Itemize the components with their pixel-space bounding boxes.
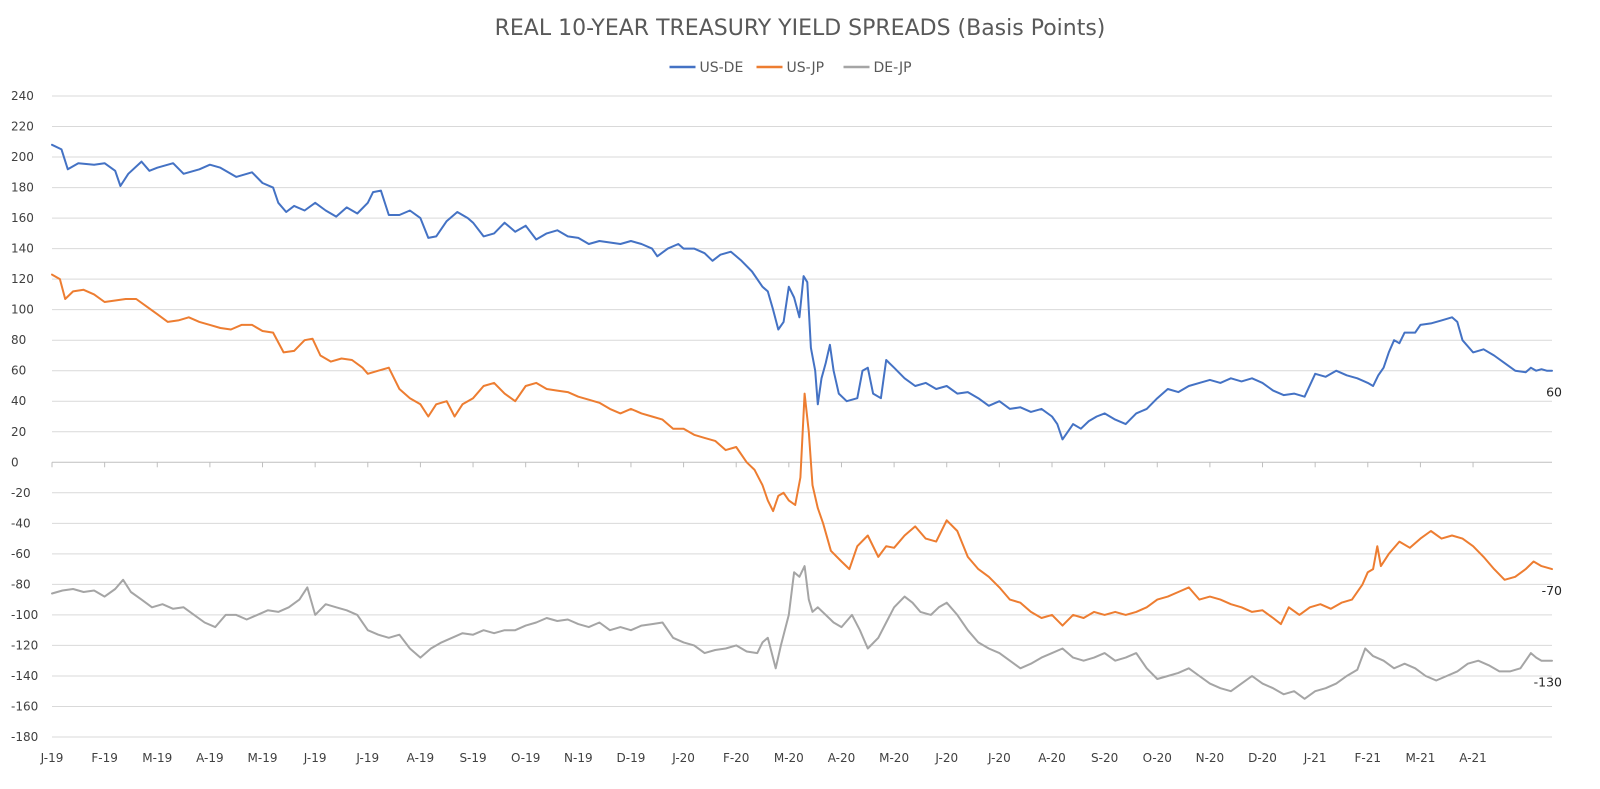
x-tick-label: D-19 [617,751,646,765]
y-tick-label: 220 [11,120,34,134]
x-tick-label: M-20 [879,751,909,765]
y-tick-label: 80 [11,333,26,347]
x-tick-label: M-19 [142,751,172,765]
y-tick-label: -180 [11,730,38,744]
legend-item-de-jp: DE-JP [843,60,912,76]
y-tick-label: -100 [11,608,38,622]
legend-label: US-JP [787,60,825,76]
y-tick-label: 200 [11,150,34,164]
y-tick-label: 120 [11,272,34,286]
y-tick-label: -40 [11,516,31,530]
y-tick-label: 180 [11,181,34,195]
x-tick-label: N-19 [564,751,593,765]
y-axis-ticks: 240220200180160140120100806040200-20-40-… [11,89,38,744]
x-tick-label: M-20 [774,751,804,765]
y-tick-label: 100 [11,303,34,317]
chart-title: REAL 10-YEAR TREASURY YIELD SPREADS (Bas… [495,16,1106,41]
x-tick-label: O-20 [1143,751,1172,765]
gridlines [52,95,1552,738]
x-tick-label: J-19 [355,751,379,765]
x-tick-label: A-21 [1459,751,1487,765]
x-tick-label: F-21 [1355,751,1382,765]
x-axis: J-19 F-19 M-19 A-19 M-19 J-19 J-19 A-19 S-19 O-19… [40,462,1487,765]
y-tick-label: 240 [11,89,34,103]
y-tick-label: -20 [11,486,31,500]
x-tick-label: A-20 [1038,751,1066,765]
x-tick-label: A-19 [196,751,224,765]
x-tick-label: M-21 [1405,751,1435,765]
x-tick-label: S-20 [1091,751,1118,765]
x-tick-label: F-19 [91,751,118,765]
series-line-de-jp [51,565,1553,700]
y-tick-label: -80 [11,577,31,591]
x-tick-label: J-20 [934,751,958,765]
y-tick-label: 140 [11,242,34,256]
end-label-de-jp: -130 [1534,675,1562,690]
y-tick-label: -140 [11,669,38,683]
y-tick-label: 40 [11,394,26,408]
y-tick-label: 0 [11,455,19,469]
x-tick-label: M-19 [248,751,278,765]
legend-label: US-DE [700,60,744,76]
x-tick-label: O-19 [511,751,540,765]
legend-item-us-jp: US-JP [756,60,825,76]
y-tick-label: 160 [11,211,34,225]
y-tick-label: 20 [11,425,26,439]
y-tick-label: -60 [11,547,31,561]
end-label-us-de: 60 [1546,385,1562,400]
x-tick-label: J-21 [1303,751,1327,765]
y-tick-label: 60 [11,364,26,378]
x-tick-label: S-19 [459,751,486,765]
x-tick-label: J-19 [303,751,327,765]
x-tick-label: J-20 [671,751,695,765]
legend-label: DE-JP [874,60,912,76]
y-tick-label: -160 [11,699,38,713]
x-tick-label: D-20 [1248,751,1277,765]
x-tick-label: J-19 [40,751,64,765]
end-label-us-jp: -70 [1542,583,1562,598]
end-labels: 60 -70 -130 [1534,385,1562,690]
x-tick-label: J-20 [987,751,1011,765]
x-tick-label: N-20 [1196,751,1225,765]
legend: US-DE US-JP DE-JP [669,60,912,76]
series-lines [51,143,1553,700]
x-tick-label: A-19 [407,751,435,765]
legend-item-us-de: US-DE [669,60,744,76]
series-line-us-jp [51,273,1553,627]
y-tick-label: -120 [11,638,38,652]
x-tick-label: F-20 [723,751,750,765]
x-tick-label: A-20 [828,751,856,765]
series-line-us-de [51,143,1553,441]
